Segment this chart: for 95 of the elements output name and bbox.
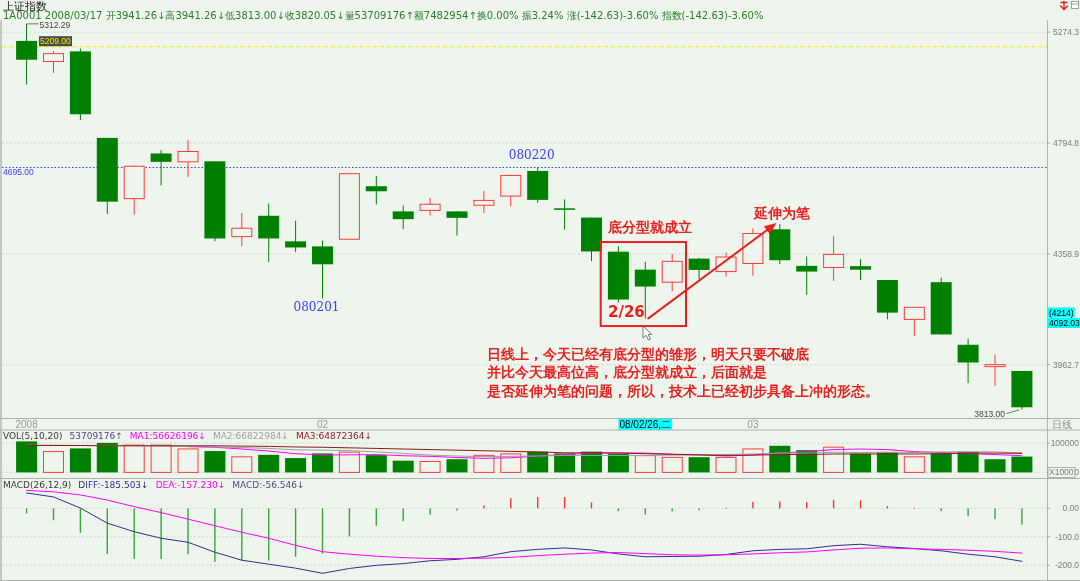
bar [231, 456, 253, 473]
series-label: MA3:64872364↓ [295, 430, 372, 441]
text: 日线 [1052, 419, 1072, 430]
bar [446, 459, 468, 473]
bar [338, 451, 360, 473]
candlestick [285, 220, 307, 253]
annotation: 是否延伸为笔的问题，所以，技术上已经初步具备上冲的形态。 [486, 382, 879, 399]
bar [688, 457, 710, 473]
candlestick [43, 50, 64, 74]
annotation: 5312.29 [39, 19, 71, 30]
text: (4214) [1049, 307, 1074, 318]
candlestick [554, 198, 576, 231]
candlestick [850, 258, 871, 281]
ref-line-label: 4695.00 [3, 167, 34, 178]
bar [43, 451, 64, 473]
bar [365, 455, 387, 473]
bar [204, 451, 226, 473]
series-label: MA1:56626196↓ [129, 430, 206, 441]
x-tick-label: 03 [747, 418, 759, 430]
bar [984, 459, 1006, 473]
text: 4092.03 [1049, 318, 1080, 328]
annotation: 080201 [293, 300, 340, 315]
bar [850, 453, 871, 473]
candlestick [823, 235, 845, 282]
candlestick [661, 253, 683, 292]
line-series [26, 489, 1023, 559]
bar [123, 444, 145, 473]
candlestick [258, 202, 280, 263]
y-tick-label: 3962.7 [1053, 359, 1080, 370]
candlestick [312, 240, 333, 299]
candlestick [473, 190, 495, 214]
bar [1011, 456, 1033, 473]
line-series [26, 492, 1023, 574]
y-tick-label: -100.0 [1054, 531, 1080, 542]
candlestick [365, 175, 387, 205]
annotation: 53709176↑ [69, 430, 123, 441]
bar [661, 456, 683, 473]
bar [903, 456, 925, 473]
annotation: 日线上，今天已经有底分型的雏形，明天只要不破底 [487, 346, 809, 362]
candlestick [446, 210, 468, 237]
candlestick [177, 139, 199, 178]
candlestick [957, 338, 979, 384]
bar [930, 453, 952, 473]
bar [177, 448, 199, 473]
bar [392, 460, 414, 473]
candlestick [419, 197, 441, 217]
bar [715, 456, 737, 473]
annotation: 延伸为笔 [752, 204, 811, 221]
y-axis-title: X1000 [1049, 467, 1074, 478]
chart-title: MACD(26,12,9) [3, 479, 72, 490]
bar [96, 442, 118, 473]
chart-title: VOL(5,10,20) [3, 430, 63, 441]
x-tick-label: 02 [316, 418, 329, 430]
candlestick [500, 174, 522, 207]
candlestick [984, 353, 1006, 387]
candlestick [688, 257, 710, 280]
bar [258, 454, 280, 473]
y-tick-label: 4358.9 [1053, 248, 1080, 259]
candlestick [231, 212, 253, 247]
bar [285, 458, 307, 473]
y-tick-label: 100000 [1050, 438, 1080, 449]
y-tick-label: 0.00 [1062, 503, 1080, 514]
x-tick-label: 08/02/26,二 [619, 418, 672, 430]
y-tick-label: -200.0 [1054, 560, 1080, 571]
candlestick [392, 205, 414, 230]
bar [607, 453, 629, 473]
bar [150, 444, 172, 473]
text: DEA:-157.230↓ [155, 479, 226, 490]
chart-title: 上证指数 [3, 0, 47, 12]
series-label: DIFF:-185.503↓ [78, 479, 149, 490]
chart-subtitle: 1A0001 2008/03/17 开3941.26↓高3941.26↓低3813.00↓收3820.05↓量53709176↑额7482954↑换0.00% 振3.24% 涨(-142.63)-3.60% 指数(-142.63)-3.60% [3, 10, 764, 22]
annotation: 并比今天最高位高，底分型就成立，后面就是 [486, 364, 767, 381]
bar [742, 448, 764, 473]
annotation: 080220 [508, 148, 555, 163]
candlestick [796, 256, 818, 296]
bar [312, 453, 333, 473]
candlestick [16, 23, 38, 86]
bar [419, 461, 441, 473]
y-tick-label: 4794.8 [1053, 138, 1080, 149]
bar [69, 448, 91, 473]
annotation: MACD:-56.546↓ [232, 479, 305, 490]
y-tick-label: 0 [1074, 467, 1080, 478]
annotation: 2/26 [608, 302, 645, 321]
bar [823, 446, 845, 473]
bar [500, 453, 522, 473]
annotation: 底分型就成立 [607, 218, 692, 235]
series-label: MA2:66822984↓ [212, 430, 289, 441]
bar [16, 441, 38, 473]
bar [473, 454, 495, 473]
ref-line-label: 5209.00 [40, 36, 71, 47]
candlestick [150, 149, 172, 186]
y-tick-label: 5274.3 [1053, 27, 1080, 38]
x-tick-label: 2008 [15, 418, 39, 430]
annotation: 3813.00 [974, 408, 1006, 419]
candlestick [903, 306, 925, 337]
